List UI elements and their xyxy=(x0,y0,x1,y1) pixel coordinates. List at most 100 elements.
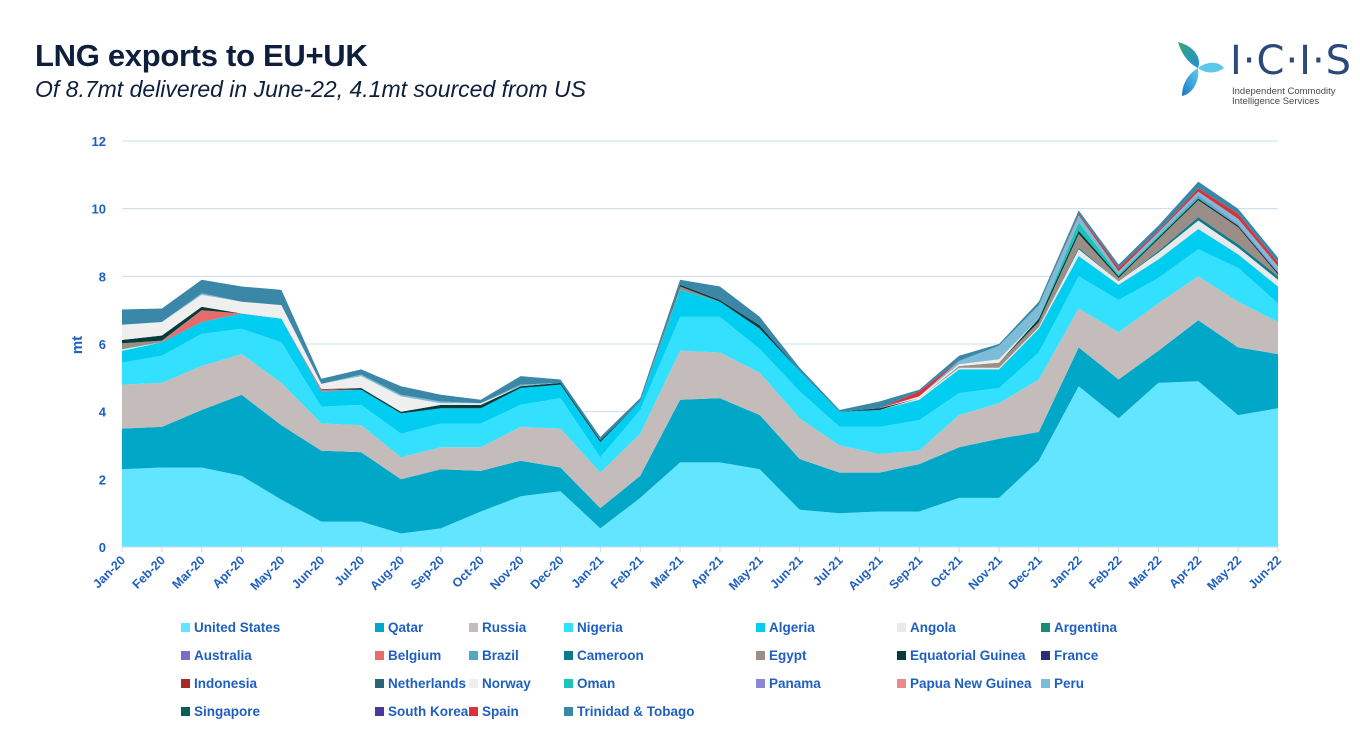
legend-label: Indonesia xyxy=(194,676,258,691)
legend-swatch-icon xyxy=(1041,651,1050,660)
legend-item[interactable]: Netherlands xyxy=(375,676,466,691)
legend-swatch-icon xyxy=(375,707,384,716)
legend-label: Belgium xyxy=(388,648,442,663)
legend-label: South Korea xyxy=(388,704,469,719)
logo-tagline-line1: Independent Commodity xyxy=(1232,86,1336,97)
y-tick-labels: 0 2 4 6 8 10 12 xyxy=(92,134,107,555)
area-series xyxy=(122,181,1278,547)
legend-label: Argentina xyxy=(1054,620,1118,635)
legend-label: Papua New Guinea xyxy=(910,676,1032,691)
legend-swatch-icon xyxy=(897,623,906,632)
legend-item[interactable]: Nigeria xyxy=(564,620,623,635)
legend-label: Equatorial Guinea xyxy=(910,648,1026,663)
legend-label: Egypt xyxy=(769,648,807,663)
x-tick-label: Jul-21 xyxy=(810,553,845,588)
legend-label: United States xyxy=(194,620,281,635)
legend-item[interactable]: Indonesia xyxy=(181,676,257,691)
legend-item[interactable]: Trinidad & Tobago xyxy=(564,704,695,719)
legend-item[interactable]: Equatorial Guinea xyxy=(897,648,1026,663)
y-tick-label: 4 xyxy=(99,405,107,420)
x-tick-label: Mar-22 xyxy=(1126,553,1164,591)
area-qatar xyxy=(122,320,1278,534)
x-tick-label: Sep-20 xyxy=(408,553,447,592)
y-tick-label: 12 xyxy=(92,134,106,149)
legend-item[interactable]: Oman xyxy=(564,676,615,691)
legend-item[interactable]: Cameroon xyxy=(564,648,644,663)
legend-item[interactable]: Norway xyxy=(469,676,531,691)
legend-item[interactable]: Argentina xyxy=(1041,620,1117,635)
x-tick-label: Jan-21 xyxy=(569,553,607,591)
legend-label: Peru xyxy=(1054,676,1085,691)
x-tick-label: Nov-20 xyxy=(487,553,526,592)
x-tick-label: Feb-20 xyxy=(130,553,168,591)
logo-tagline: Independent Commodity Intelligence Servi… xyxy=(1232,87,1336,107)
legend-label: Panama xyxy=(769,676,821,691)
legend-label: Nigeria xyxy=(577,620,623,635)
legend-swatch-icon xyxy=(469,651,478,660)
legend-swatch-icon xyxy=(756,623,765,632)
legend-item[interactable]: United States xyxy=(181,620,280,635)
x-tick-label: Nov-21 xyxy=(966,553,1005,592)
legend-item[interactable]: Angola xyxy=(897,620,956,635)
legend-label: Oman xyxy=(577,676,616,691)
legend-label: Russia xyxy=(482,620,527,635)
x-tick-label: Jul-20 xyxy=(332,553,367,588)
x-tick-label: May-21 xyxy=(726,553,766,593)
area-united-states xyxy=(122,381,1278,547)
legend-swatch-icon xyxy=(564,679,573,688)
legend-swatch-icon xyxy=(756,679,765,688)
legend-swatch-icon xyxy=(564,623,573,632)
icis-logo: I·C·I·S Independent Commodity Intelligen… xyxy=(1172,36,1352,111)
legend-item[interactable]: Papua New Guinea xyxy=(897,676,1032,691)
legend-item[interactable]: Brazil xyxy=(469,648,519,663)
legend-item[interactable]: Panama xyxy=(756,676,821,691)
legend-item[interactable]: Egypt xyxy=(756,648,807,663)
legend-item[interactable]: France xyxy=(1041,648,1098,663)
axes xyxy=(121,546,1279,552)
legend-item[interactable]: Algeria xyxy=(756,620,815,635)
y-axis-label: mt xyxy=(69,336,86,354)
legend-label: Brazil xyxy=(482,648,519,663)
x-tick-label: Apr-22 xyxy=(1167,553,1205,591)
chart-title: LNG exports to EU+UK xyxy=(35,38,368,73)
legend-swatch-icon xyxy=(756,651,765,660)
legend-item[interactable]: South Korea xyxy=(375,704,468,719)
x-tick-label: Feb-21 xyxy=(608,553,646,591)
legend-label: Singapore xyxy=(194,704,261,719)
legend-item[interactable]: Australia xyxy=(181,648,252,663)
legend-item[interactable]: Peru xyxy=(1041,676,1084,691)
legend-swatch-icon xyxy=(181,707,190,716)
legend-swatch-icon xyxy=(564,651,573,660)
icis-trefoil-icon xyxy=(1178,42,1224,96)
legend-label: Angola xyxy=(910,620,956,635)
y-tick-label: 10 xyxy=(92,202,106,217)
x-tick-label: Jun-22 xyxy=(1246,553,1284,591)
legend-item[interactable]: Singapore xyxy=(181,704,260,719)
legend-label: Trinidad & Tobago xyxy=(577,704,695,719)
x-tick-label: Aug-21 xyxy=(846,553,886,593)
x-tick-label: Dec-20 xyxy=(528,553,567,592)
x-tick-label: Aug-20 xyxy=(367,553,407,593)
legend-item[interactable]: Spain xyxy=(469,704,519,719)
x-tick-label: Oct-21 xyxy=(928,553,965,590)
logo-tagline-line2: Intelligence Services xyxy=(1232,96,1320,107)
legend-item[interactable]: Belgium xyxy=(375,648,441,663)
legend-label: Qatar xyxy=(388,620,424,635)
area-russia xyxy=(122,276,1278,509)
x-tick-label: Mar-21 xyxy=(648,553,686,591)
y-tick-label: 0 xyxy=(99,540,106,555)
legend-item[interactable]: Qatar xyxy=(375,620,423,635)
legend-label: Norway xyxy=(482,676,531,691)
legend-swatch-icon xyxy=(181,679,190,688)
legend-item[interactable]: Russia xyxy=(469,620,526,635)
legend-label: Cameroon xyxy=(577,648,644,663)
legend-swatch-icon xyxy=(181,651,190,660)
y-tick-label: 8 xyxy=(99,269,106,284)
x-tick-label: May-20 xyxy=(248,553,288,593)
x-tick-label: Oct-20 xyxy=(449,553,486,590)
legend-label: Algeria xyxy=(769,620,815,635)
x-tick-label: Sep-21 xyxy=(886,553,925,592)
x-tick-labels: Jan-20 Feb-20 Mar-20 Apr-20 May-20 Jun-20 Jul-… xyxy=(90,553,1284,593)
legend-swatch-icon xyxy=(469,623,478,632)
legend-swatch-icon xyxy=(564,707,573,716)
